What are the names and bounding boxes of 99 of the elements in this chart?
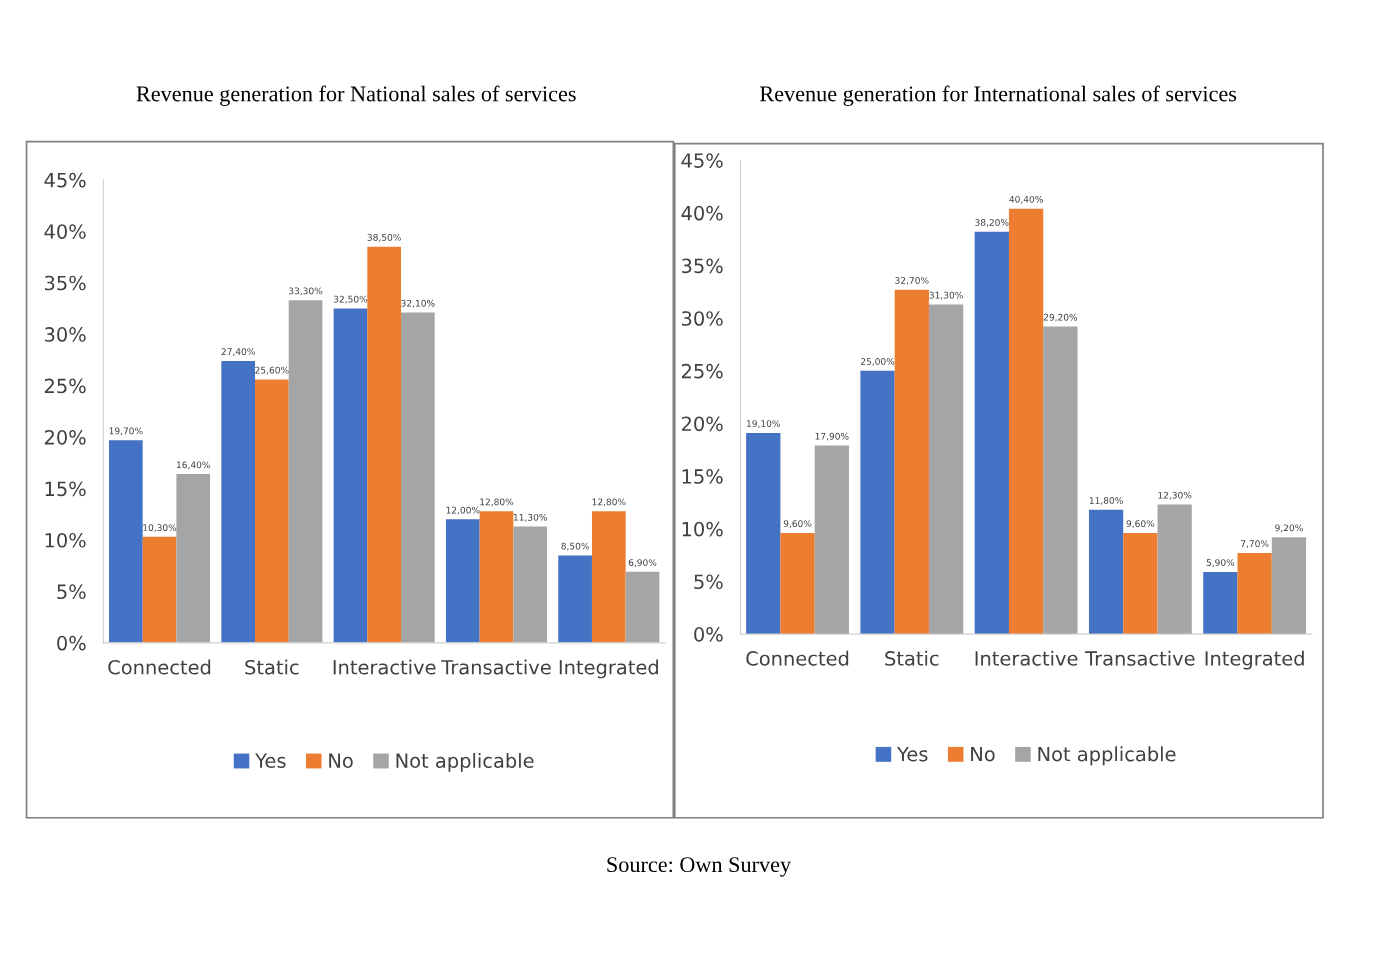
y-tick-label: 20% (681, 416, 723, 432)
bar (1088, 509, 1124, 635)
data-label: 27,40% (221, 348, 255, 356)
legend-label: No (971, 746, 995, 762)
bar (445, 519, 480, 643)
bar (894, 289, 929, 635)
bar (746, 432, 781, 635)
bar (142, 536, 177, 643)
chart-title: Revenue generation for National sales of services (136, 85, 576, 106)
y-tick-label: 45% (44, 172, 86, 188)
data-label: 12,00% (446, 506, 480, 515)
data-label: 11,30% (513, 513, 547, 522)
data-label: 25,60% (255, 366, 289, 375)
x-tick-label: Connected (108, 659, 211, 675)
y-tick-label: 20% (44, 430, 86, 445)
chart-title: Revenue generation for International sales of services (760, 85, 1237, 106)
data-label: 12,80% (480, 498, 514, 507)
bar (367, 246, 402, 643)
y-tick-label: 40% (681, 205, 723, 221)
bar (780, 532, 815, 635)
data-label: 33,30% (289, 287, 323, 296)
bar (591, 511, 626, 643)
x-tick-label: Transactive (1085, 650, 1195, 666)
data-label: 19,10% (747, 420, 780, 428)
bar (558, 555, 592, 643)
data-label: 9,60% (1126, 520, 1155, 528)
legend-label: Not applicable (1038, 746, 1176, 766)
data-label: 32,70% (895, 276, 929, 285)
y-tick-label: 10% (682, 521, 723, 537)
bar (513, 526, 548, 643)
data-label: 25,00% (860, 358, 895, 366)
data-label: 29,20% (1043, 313, 1078, 322)
data-label: 9,60% (783, 520, 812, 528)
x-tick-label: Connected (746, 650, 849, 666)
data-label: 19,70% (109, 427, 143, 436)
data-label: 5,90% (1206, 559, 1235, 567)
data-label: 8,50% (561, 542, 589, 551)
bar (288, 300, 323, 643)
y-tick-label: 35% (44, 275, 86, 291)
data-label: 32,50% (333, 295, 368, 304)
bar (1043, 326, 1078, 635)
bar (176, 474, 211, 643)
data-label: 38,20% (975, 219, 1009, 227)
bar (255, 379, 289, 643)
data-label: 40,40% (1009, 195, 1043, 204)
bar (1008, 208, 1044, 635)
bar (1123, 532, 1158, 635)
data-label: 9,20% (1275, 524, 1303, 533)
x-tick-label: Integrated (1205, 650, 1304, 670)
y-tick-label: 0% (694, 627, 723, 642)
bar (108, 440, 143, 643)
bar (814, 445, 849, 635)
data-label: 12,80% (592, 498, 626, 507)
bar (479, 511, 514, 643)
data-label: 16,40% (177, 461, 210, 470)
data-label: 11,80% (1089, 497, 1123, 505)
y-tick-label: 15% (45, 481, 86, 497)
legend-label: No (329, 753, 353, 769)
bar (1157, 504, 1192, 635)
y-tick-label: 25% (681, 363, 723, 379)
y-tick-label: 10% (45, 532, 86, 548)
y-tick-label: 0% (57, 635, 86, 651)
y-tick-label: 30% (682, 311, 723, 326)
y-tick-label: 45% (681, 153, 723, 168)
bar (860, 370, 895, 635)
data-label: 32,10% (401, 299, 435, 308)
y-tick-label: 25% (44, 378, 86, 394)
x-tick-label: Transactive (441, 659, 551, 675)
x-tick-label: Interactive (975, 650, 1078, 666)
data-label: 10,30% (143, 524, 177, 532)
legend-label: Not applicable (396, 752, 534, 772)
data-label: 17,90% (815, 432, 849, 441)
x-tick-label: Integrated (559, 659, 658, 679)
bar (333, 308, 368, 643)
data-label: 31,30% (929, 291, 963, 300)
bar (401, 312, 435, 643)
y-tick-label: 30% (44, 327, 86, 342)
bar (1237, 552, 1272, 635)
bar (221, 360, 256, 643)
data-label: 6,90% (628, 559, 657, 567)
legend-label: Yes (255, 753, 286, 769)
bar (928, 304, 964, 635)
bar (974, 231, 1009, 635)
x-tick-label: Static (245, 659, 299, 675)
legend-label: Yes (897, 746, 928, 762)
source-note: Source: Own Survey (607, 857, 791, 877)
bar (1271, 537, 1307, 635)
data-label: 7,70% (1241, 540, 1269, 548)
y-tick-label: 5% (694, 574, 723, 590)
y-tick-label: 5% (57, 584, 86, 600)
data-label: 38,50% (367, 233, 401, 242)
y-tick-label: 40% (44, 224, 86, 239)
x-tick-label: Interactive (333, 659, 436, 675)
bar (1203, 571, 1238, 635)
x-tick-label: Static (885, 650, 939, 666)
y-tick-label: 35% (682, 258, 723, 274)
data-label: 12,30% (1158, 491, 1192, 500)
bar (625, 571, 660, 643)
y-tick-label: 15% (682, 469, 723, 484)
